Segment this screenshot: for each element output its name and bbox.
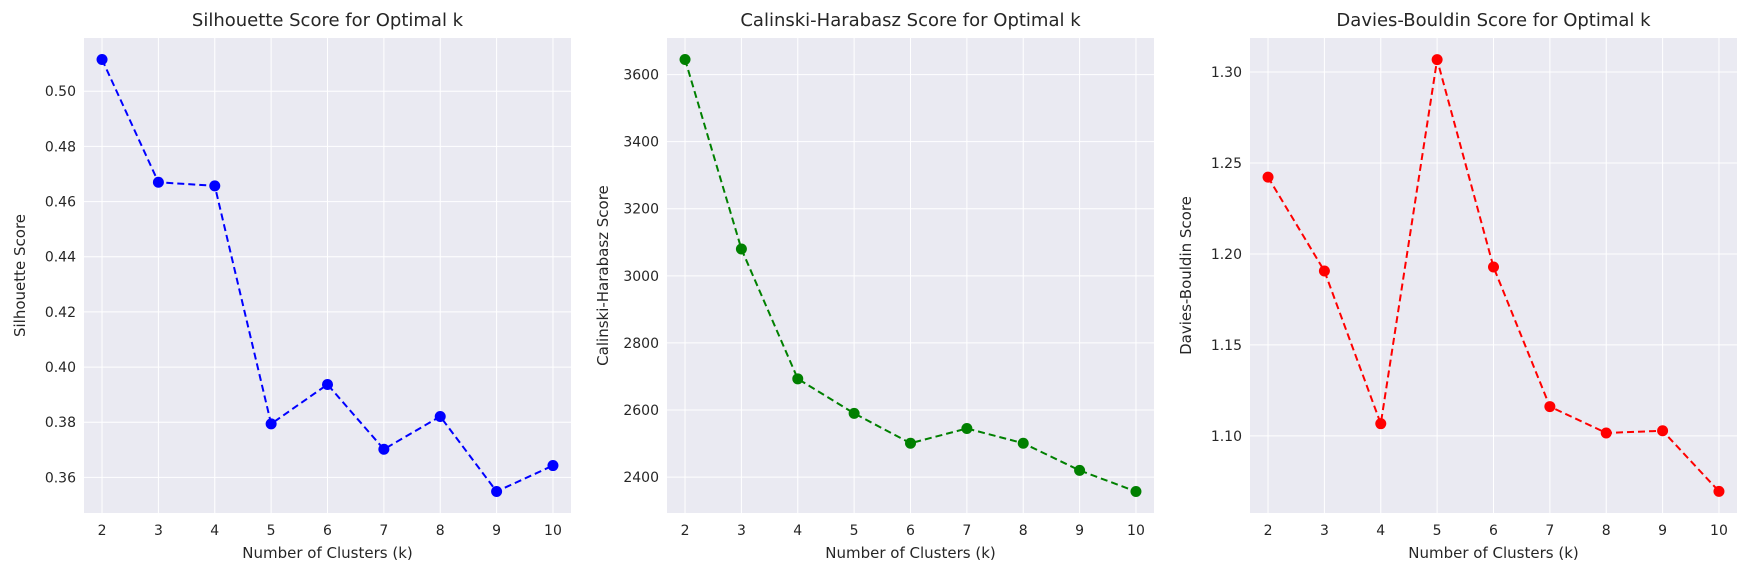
x-tick-label: 2	[98, 523, 107, 539]
x-tick-label: 3	[1320, 523, 1329, 539]
y-tick-label: 3600	[623, 68, 659, 84]
x-tick-label: 7	[1545, 523, 1554, 539]
x-axis-label: Number of Clusters (k)	[825, 544, 995, 562]
data-point	[378, 443, 390, 455]
y-tick-label: 0.36	[45, 470, 76, 486]
y-tick-label: 1.15	[1211, 338, 1242, 354]
x-tick-label: 5	[267, 523, 276, 539]
data-point	[1600, 427, 1612, 439]
data-point	[1713, 485, 1725, 497]
data-point	[434, 410, 446, 422]
y-tick-label: 0.50	[45, 84, 76, 100]
y-tick-label: 3400	[623, 135, 659, 151]
y-tick-label: 1.30	[1211, 65, 1242, 81]
series-line	[684, 59, 1137, 493]
y-tick-label: 0.40	[45, 360, 76, 376]
x-tick-label: 9	[492, 523, 501, 539]
data-point	[1375, 418, 1387, 430]
x-tick-label: 8	[436, 523, 445, 539]
data-point	[1488, 261, 1499, 273]
x-tick-label: 5	[1433, 523, 1442, 539]
data-point	[96, 54, 108, 66]
y-tick-label: 2800	[623, 336, 659, 352]
series-line	[1267, 59, 1720, 493]
x-tick-label: 4	[210, 523, 219, 539]
data-point	[1318, 265, 1330, 277]
y-tick-label: 1.25	[1211, 156, 1242, 172]
data-point	[1130, 486, 1142, 498]
y-tick-label: 2400	[623, 470, 659, 486]
chart-panel-1: 2 3 4 5 6 7 8 9 10 0.36 0.38 0.40 0.42 0.44 0.46 0.48 0.…	[11, 10, 571, 562]
x-tick-label: 6	[906, 523, 915, 539]
y-axis-label: Calinski-Harabasz Score	[594, 185, 612, 366]
x-tick-label: 5	[850, 523, 859, 539]
x-tick-label: 7	[379, 523, 388, 539]
chart-panel-3: 2 3 4 5 6 7 8 9 10 1.10 1.15 1.20 1.25 1.30 Davies-Bou…	[1177, 10, 1737, 562]
x-axis-label: Number of Clusters (k)	[1408, 544, 1578, 562]
x-tick-label: 9	[1075, 523, 1084, 539]
data-point	[679, 53, 691, 65]
data-point	[491, 485, 503, 497]
chart-title: Calinski-Harabasz Score for Optimal k	[740, 10, 1081, 31]
x-tick-label: 2	[1264, 523, 1273, 539]
x-tick-label: 10	[1127, 523, 1145, 539]
data-point	[735, 243, 747, 255]
data-point	[547, 460, 559, 472]
x-tick-label: 6	[323, 523, 332, 539]
y-tick-label: 3200	[623, 202, 659, 218]
x-tick-label: 3	[154, 523, 163, 539]
y-tick-label: 2600	[623, 403, 659, 419]
data-point	[322, 378, 333, 390]
data-point	[152, 176, 164, 188]
data-point	[1544, 401, 1556, 413]
chart-title: Davies-Bouldin Score for Optimal k	[1336, 10, 1651, 31]
x-tick-label: 10	[544, 523, 562, 539]
data-point	[1017, 437, 1029, 449]
data-point	[1074, 464, 1086, 476]
data-point	[961, 422, 973, 434]
x-tick-label: 4	[1376, 523, 1385, 539]
y-tick-label: 0.42	[45, 305, 76, 321]
x-tick-label: 4	[793, 523, 802, 539]
x-axis-label: Number of Clusters (k)	[242, 544, 412, 562]
chart-panel-2: 2 3 4 5 6 7 8 9 10 2400 2600 2800 3000 3200 3400 3600 Ca…	[594, 10, 1154, 562]
x-tick-label: 6	[1489, 523, 1498, 539]
x-tick-label: 7	[962, 523, 971, 539]
y-tick-label: 1.10	[1211, 429, 1242, 445]
x-tick-label: 2	[681, 523, 690, 539]
y-axis-label: Davies-Bouldin Score	[1177, 196, 1195, 355]
data-point	[1262, 171, 1274, 183]
data-point	[848, 407, 860, 419]
x-tick-label: 8	[1602, 523, 1611, 539]
y-tick-label: 3000	[623, 269, 659, 285]
data-point	[265, 418, 277, 430]
data-point	[209, 180, 221, 192]
data-point	[905, 437, 916, 449]
data-point	[1431, 54, 1443, 66]
x-tick-label: 10	[1710, 523, 1728, 539]
y-tick-label: 0.38	[45, 415, 76, 431]
x-tick-label: 9	[1658, 523, 1667, 539]
chart-title: Silhouette Score for Optimal k	[192, 10, 464, 31]
x-tick-label: 3	[737, 523, 746, 539]
y-tick-label: 1.20	[1211, 247, 1242, 263]
y-tick-label: 0.48	[45, 139, 76, 155]
data-point	[1657, 425, 1669, 437]
x-tick-label: 8	[1019, 523, 1028, 539]
y-axis-label: Silhouette Score	[11, 214, 29, 337]
y-tick-label: 0.46	[45, 195, 76, 211]
y-tick-label: 0.44	[45, 250, 76, 266]
data-point	[792, 373, 804, 385]
series-line	[101, 59, 554, 493]
